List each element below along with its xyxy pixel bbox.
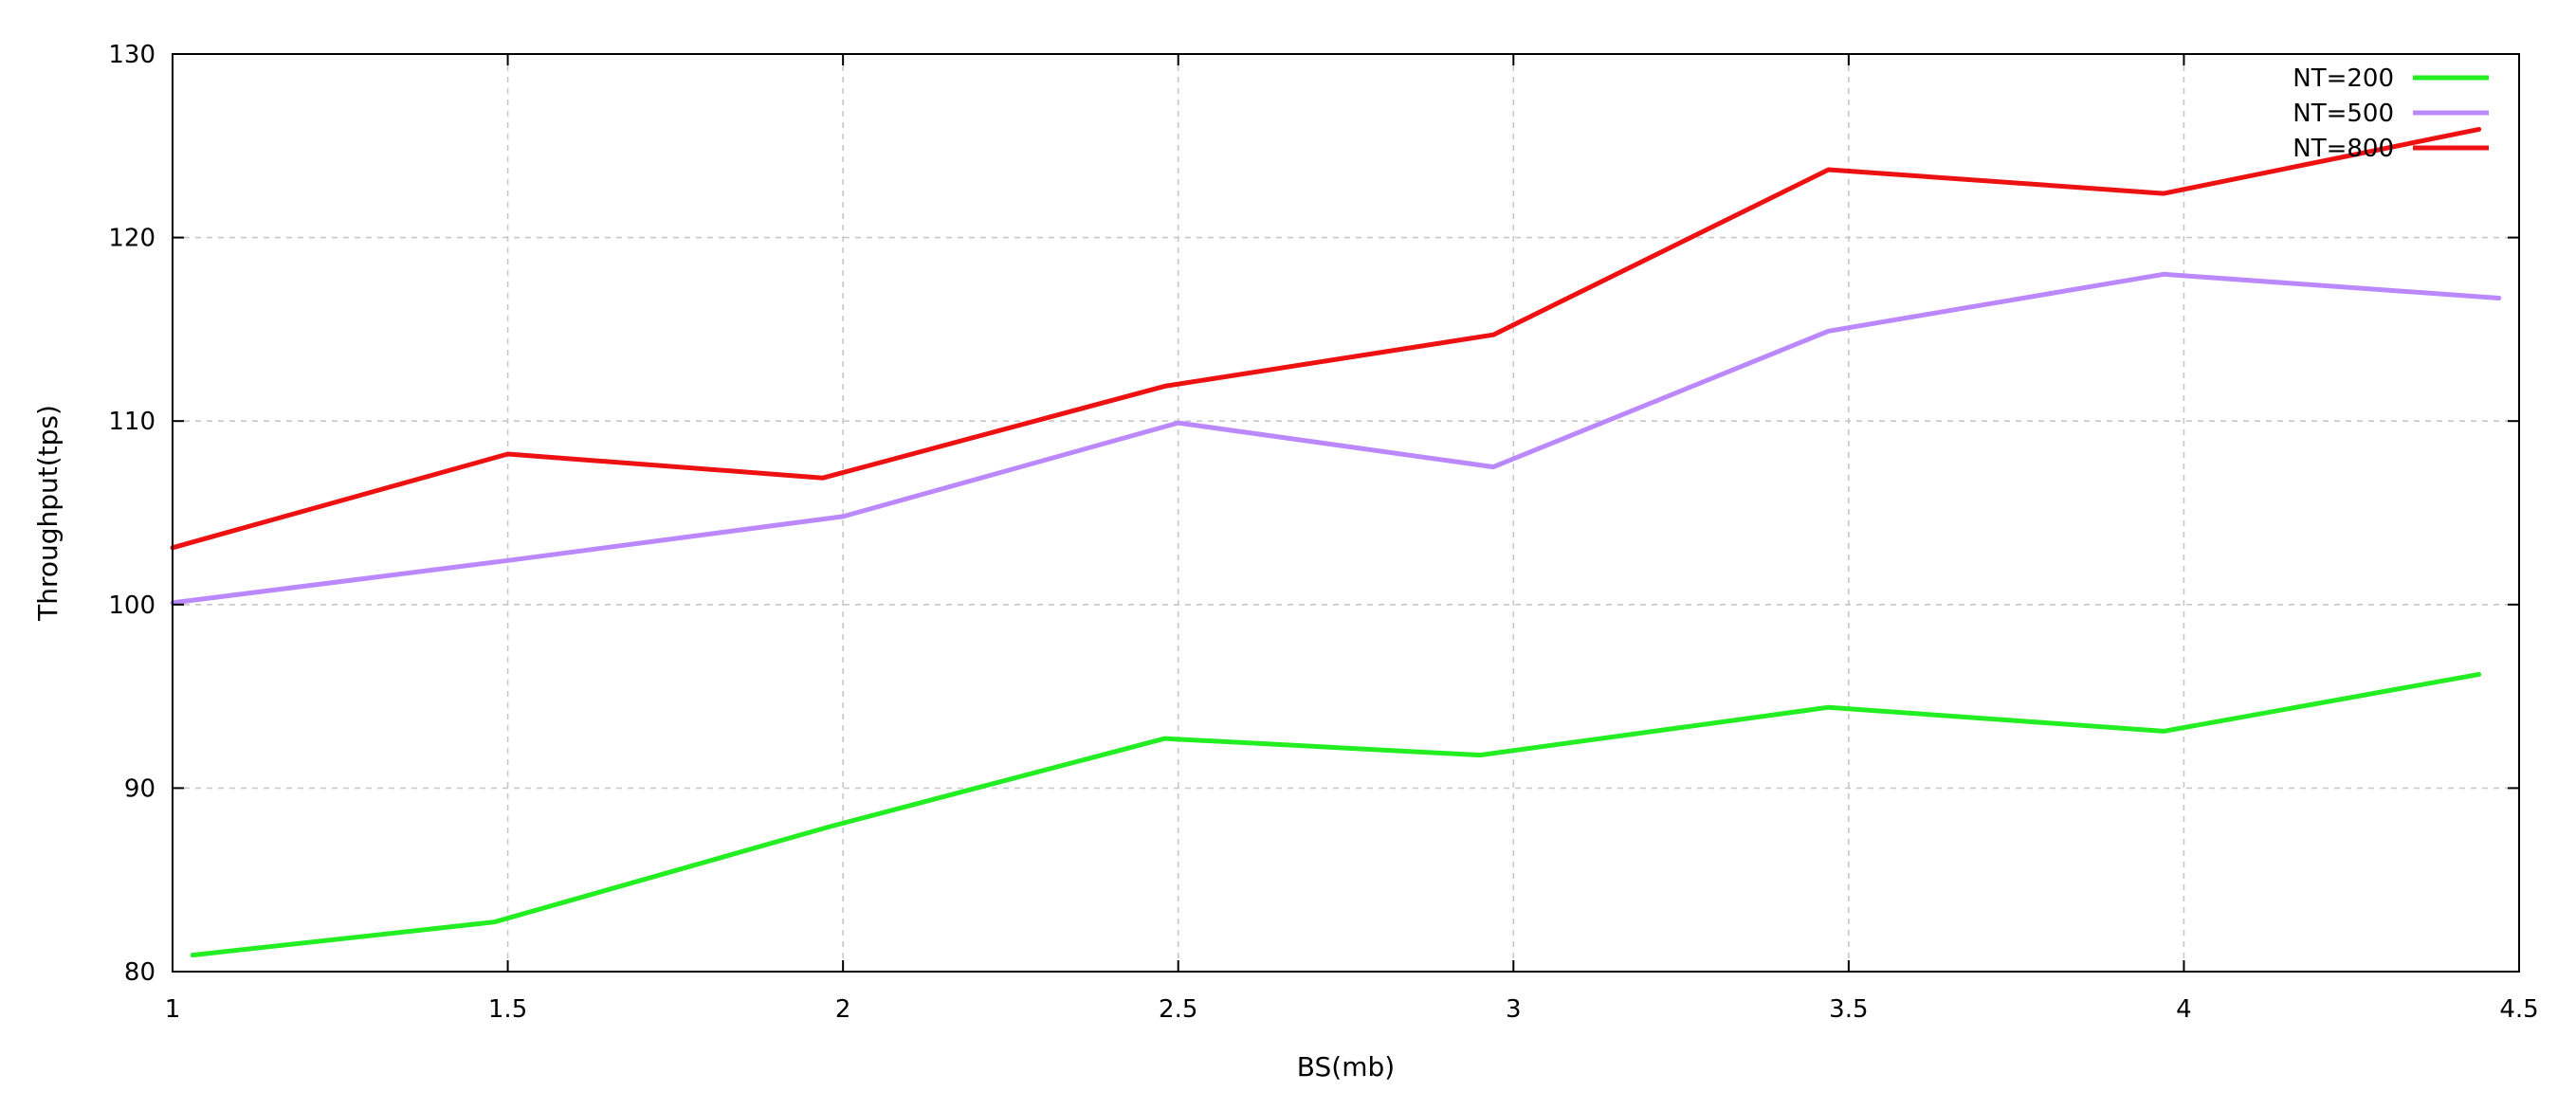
- axis-tick-labels: 1 1.5 2 2.5 3 3.5 4 4.5 80 90 100 110 120 130: [108, 41, 2538, 1024]
- y-tick-label: 130: [108, 41, 155, 69]
- x-tick-label: 3: [1506, 995, 1522, 1024]
- axis-ticks: [172, 53, 2520, 973]
- series-lines: [170, 126, 2502, 958]
- series-line-1: [190, 671, 2482, 958]
- x-tick-label: 2.5: [1159, 995, 1197, 1024]
- series-line-3: [170, 126, 2482, 551]
- y-tick-label: 80: [124, 958, 155, 987]
- x-tick-label: 3.5: [1829, 995, 1868, 1024]
- x-axis-title: BS(mb): [1297, 1051, 1395, 1083]
- x-tick-label: 1: [165, 995, 181, 1024]
- y-tick-label: 100: [108, 591, 155, 620]
- legend-label: NT=800: [2293, 135, 2394, 163]
- series-line-2: [170, 271, 2502, 606]
- x-tick-label: 4: [2176, 995, 2192, 1024]
- y-tick-label: 90: [124, 774, 155, 803]
- y-tick-label: 120: [108, 225, 155, 253]
- x-tick-label: 2: [835, 995, 851, 1024]
- legend-label: NT=200: [2293, 64, 2394, 93]
- plot-frame: [172, 53, 2520, 973]
- y-axis-title: Throughput(tps): [32, 405, 64, 622]
- legend: NT=200 NT=500 NT=800: [2293, 64, 2489, 163]
- legend-label: NT=500: [2293, 100, 2394, 128]
- x-tick-label: 1.5: [488, 995, 527, 1024]
- x-tick-label: 4.5: [2499, 995, 2538, 1024]
- grid-lines: [173, 54, 2519, 972]
- y-tick-label: 110: [108, 408, 155, 436]
